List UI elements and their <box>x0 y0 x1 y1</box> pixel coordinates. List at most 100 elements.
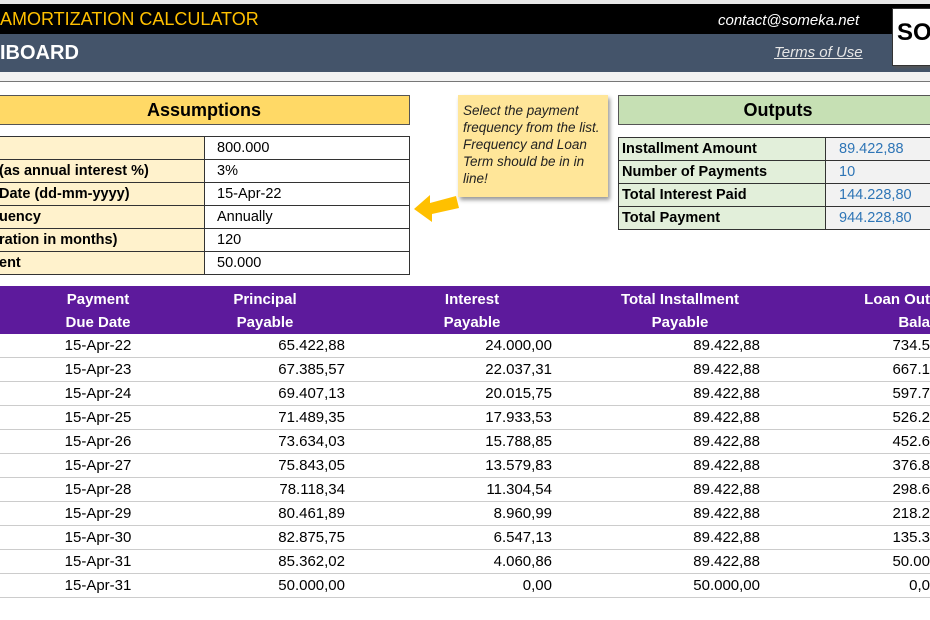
due-date-cell: 15-Apr-29 <box>64 505 132 522</box>
assumption-row-label: ent <box>0 251 205 275</box>
total-installment-cell: 89.422,88 <box>693 337 760 354</box>
total-installment-cell: 89.422,88 <box>693 457 760 474</box>
balance-cell: 452.6 <box>892 433 930 450</box>
interest-cell: 6.547,13 <box>493 529 552 546</box>
due-date-cell: 15-Apr-27 <box>64 457 132 474</box>
table-row: 15-Apr-22 65.422,88 24.000,00 89.422,88 734.… <box>0 334 930 358</box>
table-row: 15-Apr-27 75.843,05 13.579,83 89.422,88 376.… <box>0 454 930 478</box>
output-row-value: 89.422,88 <box>825 137 930 161</box>
output-row-value: 944.228,80 <box>825 206 930 230</box>
interest-cell: 4.060,86 <box>493 553 552 570</box>
principal-cell: 50.000,00 <box>278 577 345 594</box>
due-date-cell: 15-Apr-25 <box>64 409 132 426</box>
column-header: Payment <box>66 291 130 308</box>
interest-cell: 17.933,53 <box>485 409 552 426</box>
interest-cell: 15.788,85 <box>485 433 552 450</box>
due-date-cell: 15-Apr-22 <box>64 337 132 354</box>
assumption-row-label <box>0 136 205 160</box>
balance-cell: 376.8 <box>892 457 930 474</box>
table-row: 15-Apr-28 78.118,34 11.304,54 89.422,88 298.… <box>0 478 930 502</box>
output-row-label: Total Interest Paid <box>618 183 826 207</box>
balance-cell: 135.3 <box>892 529 930 546</box>
column-header: Total Installment <box>620 291 740 308</box>
contact-email[interactable]: contact@someka.net <box>718 12 860 29</box>
total-installment-cell: 89.422,88 <box>693 385 760 402</box>
total-installment-cell: 89.422,88 <box>693 481 760 498</box>
interest-cell: 20.015,75 <box>485 385 552 402</box>
total-installment-cell: 89.422,88 <box>693 529 760 546</box>
table-row: 15-Apr-23 67.385,57 22.037,31 89.422,88 667.… <box>0 358 930 382</box>
principal-cell: 80.461,89 <box>278 505 345 522</box>
schedule-header: Payment Due Date Principal Payable Interest P… <box>0 286 930 334</box>
interest-cell: 11.304,54 <box>486 481 552 498</box>
table-row: 15-Apr-30 82.875,75 6.547,13 89.422,88 135.3 <box>0 526 930 550</box>
assumption-row-value[interactable]: Annually <box>204 205 410 229</box>
assumption-row-label: (as annual interest %) <box>0 159 205 183</box>
total-installment-cell: 89.422,88 <box>693 433 760 450</box>
output-row-label: Total Payment <box>618 206 826 230</box>
column-header: Payable <box>443 314 501 331</box>
interest-cell: 8.960,99 <box>493 505 552 522</box>
principal-cell: 65.422,88 <box>278 337 345 354</box>
column-header: Bala <box>898 314 930 331</box>
due-date-cell: 15-Apr-24 <box>64 385 132 402</box>
assumption-row: Date (dd-mm-yyyy) 15-Apr-22 <box>0 182 410 206</box>
top-strip <box>0 0 930 4</box>
divider <box>0 72 930 82</box>
interest-cell: 24.000,00 <box>485 337 552 354</box>
assumption-row-value[interactable]: 3% <box>204 159 410 183</box>
balance-cell: 526.2 <box>892 409 930 426</box>
output-row: Number of Payments 10 <box>618 160 930 184</box>
due-date-cell: 15-Apr-28 <box>64 481 132 498</box>
principal-cell: 71.489,35 <box>278 409 345 426</box>
interest-cell: 13.579,83 <box>485 457 552 474</box>
total-installment-cell: 89.422,88 <box>693 505 760 522</box>
interest-cell: 22.037,31 <box>485 361 552 378</box>
arrow-left-icon <box>414 195 459 222</box>
terms-of-use-link[interactable]: Terms of Use <box>774 44 863 61</box>
table-row: 15-Apr-25 71.489,35 17.933,53 89.422,88 526.… <box>0 406 930 430</box>
assumptions-title: Assumptions <box>0 95 410 125</box>
assumption-row-value[interactable]: 50.000 <box>204 251 410 275</box>
assumption-row-value[interactable]: 120 <box>204 228 410 252</box>
balance-cell: 218.2 <box>892 505 930 522</box>
assumption-row-value[interactable]: 15-Apr-22 <box>204 182 410 206</box>
balance-cell: 597.7 <box>892 385 930 402</box>
due-date-cell: 15-Apr-23 <box>64 361 132 378</box>
principal-cell: 78.118,34 <box>279 481 345 498</box>
column-header: Due Date <box>65 314 131 331</box>
assumptions-table: 800.000 (as annual interest %) 3% Date (dd… <box>0 136 410 275</box>
assumption-row-label: ration in months) <box>0 228 205 252</box>
balance-cell: 0,0 <box>909 577 930 594</box>
output-row-label: Installment Amount <box>618 137 826 161</box>
due-date-cell: 15-Apr-30 <box>64 529 132 546</box>
column-header: Principal <box>233 291 297 308</box>
assumption-row: (as annual interest %) 3% <box>0 159 410 183</box>
output-row: Total Interest Paid 144.228,80 <box>618 183 930 207</box>
table-row: 15-Apr-31 50.000,00 0,00 50.000,00 0,0 <box>0 574 930 598</box>
someka-logo[interactable]: SO <box>892 8 930 66</box>
table-row: 15-Apr-29 80.461,89 8.960,99 89.422,88 218.2 <box>0 502 930 526</box>
balance-cell: 734.5 <box>892 337 930 354</box>
page-title: IBOARD <box>0 42 79 64</box>
output-row: Total Payment 944.228,80 <box>618 206 930 230</box>
interest-cell: 0,00 <box>522 577 552 594</box>
balance-cell: 50.00 <box>892 553 930 570</box>
logo-text: SO <box>897 19 930 46</box>
principal-cell: 69.407,13 <box>278 385 345 402</box>
assumption-row-label: uency <box>0 205 205 229</box>
assumption-row-value[interactable]: 800.000 <box>204 136 410 160</box>
total-installment-cell: 89.422,88 <box>693 553 760 570</box>
total-installment-cell: 89.422,88 <box>693 409 760 426</box>
total-installment-cell: 89.422,88 <box>693 361 760 378</box>
column-header: Payable <box>236 314 294 331</box>
outputs-table: Installment Amount 89.422,88 Number of Pay… <box>618 137 930 230</box>
help-note: Select the payment frequency from the li… <box>458 95 608 197</box>
assumption-row: ent 50.000 <box>0 251 410 275</box>
principal-cell: 67.385,57 <box>278 361 345 378</box>
balance-cell: 298.6 <box>892 481 930 498</box>
table-row: 15-Apr-26 73.634,03 15.788,85 89.422,88 452.… <box>0 430 930 454</box>
balance-cell: 667.1 <box>892 361 930 378</box>
assumption-row-label: Date (dd-mm-yyyy) <box>0 182 205 206</box>
assumption-row: 800.000 <box>0 136 410 160</box>
